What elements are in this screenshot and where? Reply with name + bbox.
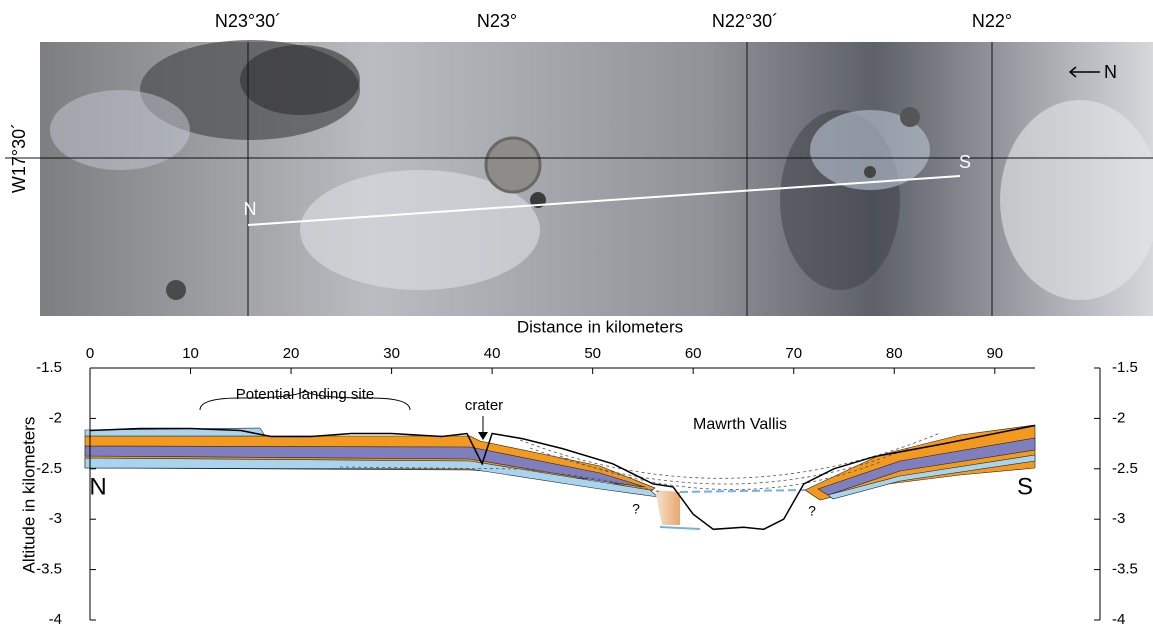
x-tick-label: 90 bbox=[986, 345, 1003, 362]
page: {"map": {"lat_labels": ["N23°30´", "N23°… bbox=[0, 0, 1153, 626]
y-axis-title: Altitude in kilometers bbox=[19, 417, 38, 574]
lon-label: W17°30´ bbox=[9, 123, 29, 193]
lat-label: N22° bbox=[972, 11, 1012, 31]
profile-start: N bbox=[244, 199, 257, 219]
y2-tick-label: -4 bbox=[1112, 611, 1125, 626]
y-tick-label: -3.5 bbox=[36, 561, 62, 578]
x-tick-label: 80 bbox=[886, 345, 903, 362]
annotation: S bbox=[1017, 473, 1033, 500]
x-tick-label: 20 bbox=[283, 345, 300, 362]
x-tick-label: 40 bbox=[484, 345, 501, 362]
y-tick-label: -3 bbox=[49, 510, 62, 527]
x-tick-label: 30 bbox=[383, 345, 400, 362]
y-tick-label: -1.5 bbox=[36, 359, 62, 376]
lat-label: N23°30´ bbox=[215, 11, 281, 31]
annotation: crater bbox=[465, 397, 503, 414]
y2-tick-label: -3 bbox=[1112, 510, 1125, 527]
profile-end: S bbox=[959, 152, 971, 172]
figure: N23°30´ N23° N22°30´ N22° W17°30´ N N S … bbox=[0, 0, 1153, 626]
x-tick-label: 60 bbox=[685, 345, 702, 362]
y2-tick-label: -2 bbox=[1112, 409, 1125, 426]
annotation: N bbox=[89, 473, 106, 500]
annotation: ? bbox=[632, 501, 640, 517]
x-tick-label: 10 bbox=[182, 345, 199, 362]
map bbox=[5, 40, 1153, 316]
lat-label: N22°30´ bbox=[712, 11, 778, 31]
y-tick-label: -4 bbox=[49, 611, 62, 626]
arrow-head bbox=[478, 432, 488, 440]
north-label: N bbox=[1104, 62, 1117, 82]
layers bbox=[85, 425, 1035, 529]
annotation: ? bbox=[808, 503, 816, 519]
annotation: Potential landing site bbox=[236, 386, 374, 403]
x-tick-label: 0 bbox=[86, 345, 94, 362]
y2-tick-label: -1.5 bbox=[1112, 359, 1138, 376]
y-tick-label: -2 bbox=[49, 409, 62, 426]
annotation: Mawrth Vallis bbox=[693, 416, 787, 433]
y2-tick-label: -3.5 bbox=[1112, 561, 1138, 578]
y2-tick-label: -2.5 bbox=[1112, 460, 1138, 477]
x-tick-label: 50 bbox=[584, 345, 601, 362]
y-tick-label: -2.5 bbox=[36, 460, 62, 477]
x-tick-label: 70 bbox=[785, 345, 802, 362]
x-axis-title: Distance in kilometers bbox=[517, 317, 683, 336]
lat-label: N23° bbox=[477, 11, 517, 31]
